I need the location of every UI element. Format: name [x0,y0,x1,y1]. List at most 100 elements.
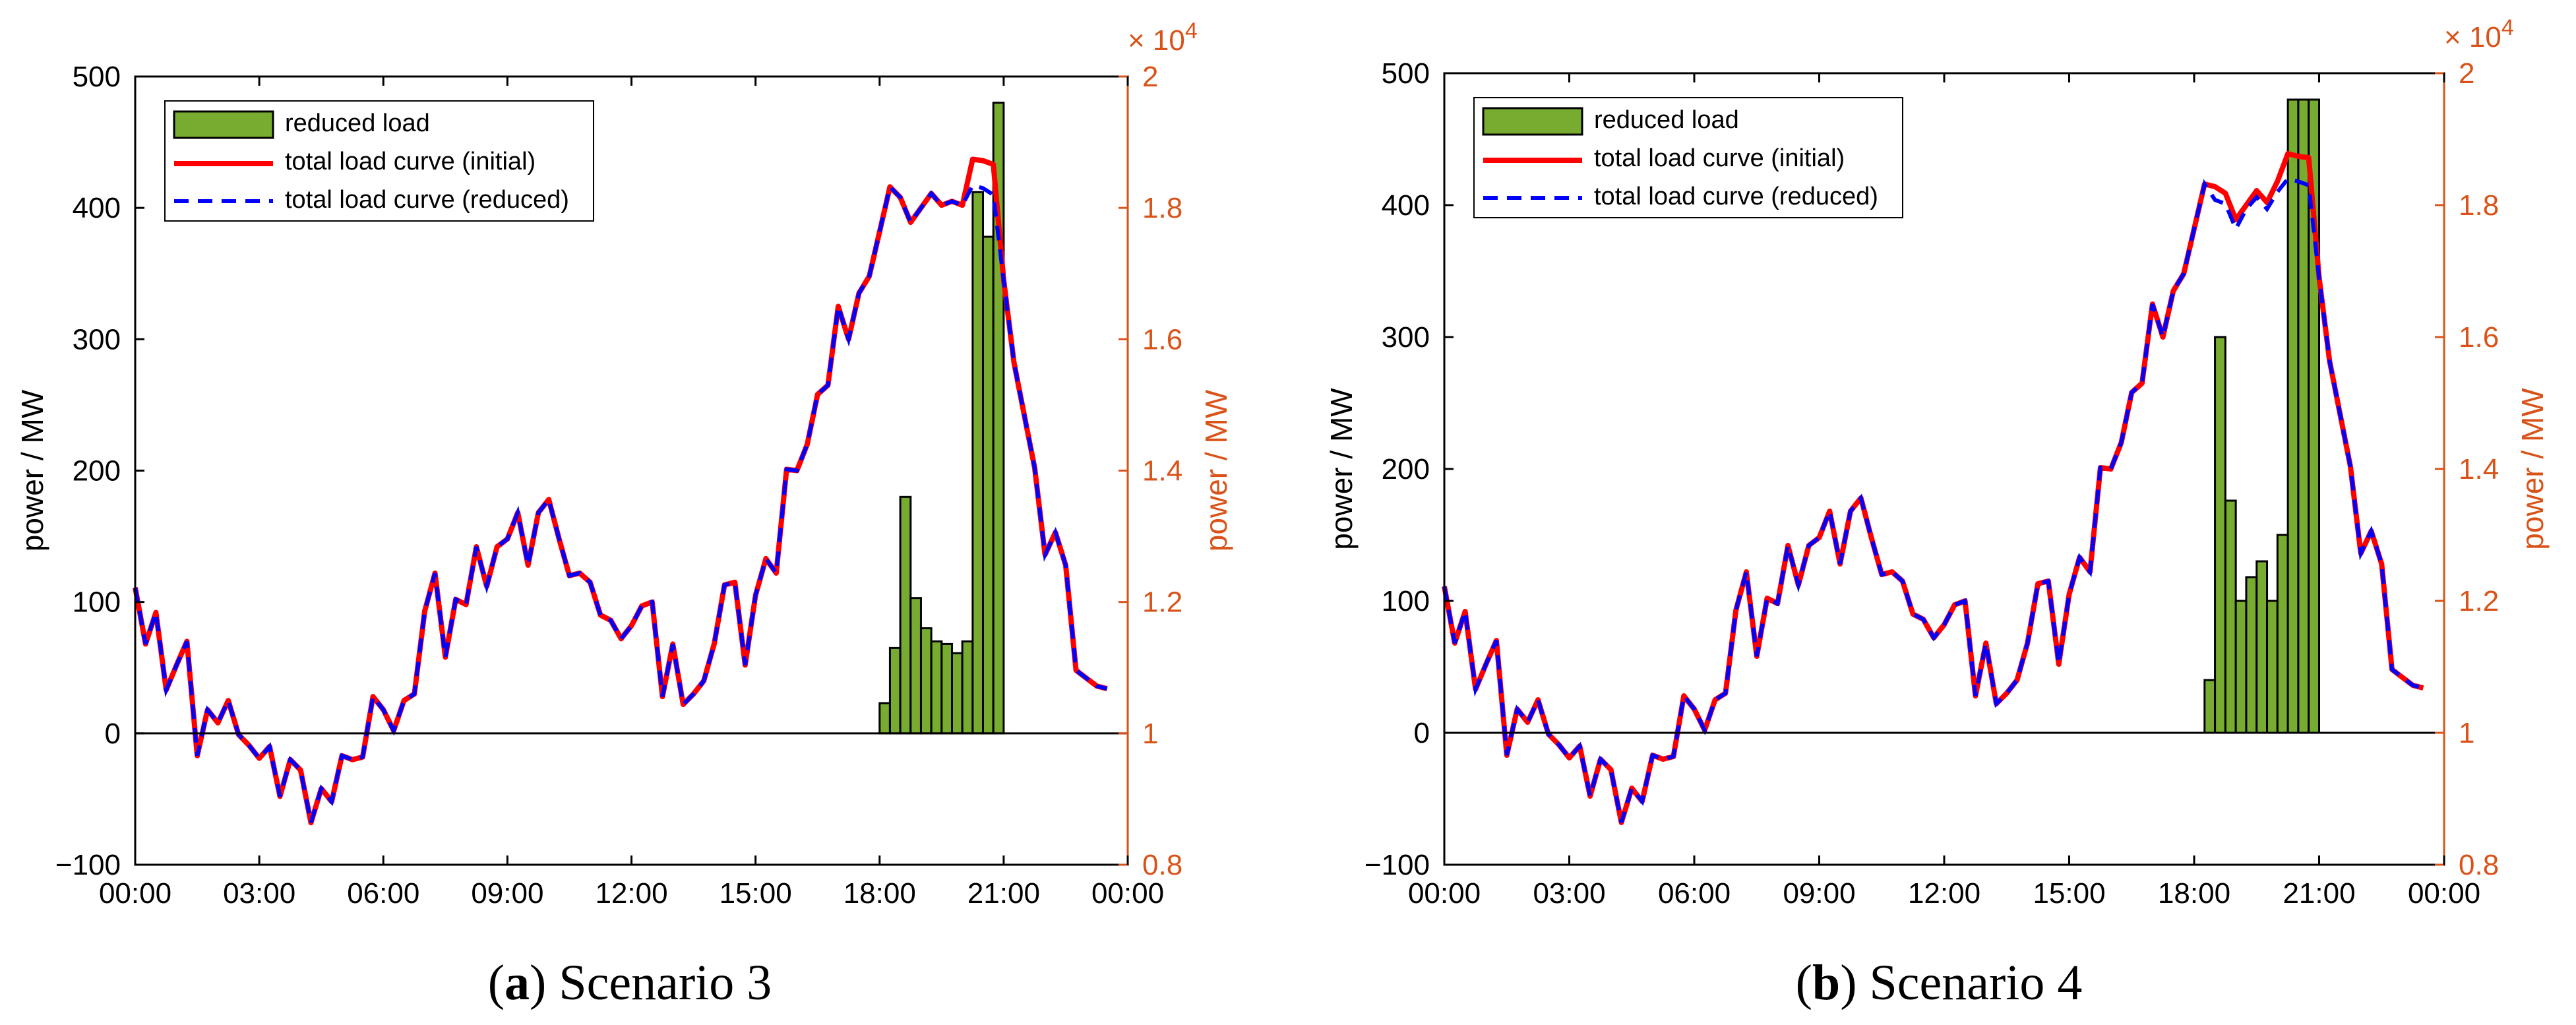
right-tick-label: 2 [2459,57,2474,90]
x-tick-label: 09:00 [471,877,543,910]
reduced-load-bar [2234,600,2248,734]
left-axis-tick-labels: −100 0 100 200 300 400 500 [55,61,121,881]
bar-series [2203,98,2320,734]
left-tick-label: 400 [73,192,121,224]
left-tick-label: 0 [105,718,121,750]
left-tick-label: 100 [73,586,121,619]
reduced-load-bar [878,702,891,735]
reduced-load-bar [2255,560,2269,734]
left-tick-label: 100 [1382,585,1430,617]
left-tick-label: 200 [73,455,121,487]
right-axis-tick-labels: 0.8 1 1.2 1.4 1.6 1.8 2 [1142,61,1182,881]
x-tick-label: 03:00 [1533,877,1605,910]
right-tick-label: 1 [2459,717,2474,749]
right-tick-label: 1.2 [1142,586,1182,619]
reduced-load-bar [2266,600,2279,734]
reduced-load-bar [940,642,953,735]
right-axis-exponent: × 104 [2444,15,2514,53]
line-series [1442,151,2424,825]
x-tick-label: 12:00 [1908,877,1980,910]
x-tick-label: 15:00 [720,877,792,910]
reduced-load-bar [982,235,995,735]
x-tick-label: 21:00 [967,877,1040,910]
caption-b: (b) Scenario 4 [1796,955,2083,1010]
right-tick-label: 1.4 [1142,455,1182,487]
x-tick-label: 18:00 [843,877,916,910]
reduced-load-bar [2203,679,2217,734]
x-tick-label: 06:00 [1658,877,1731,910]
caption-a: (a) Scenario 3 [488,955,772,1010]
right-tick-label: 1.4 [2459,453,2499,485]
reduced-load-bar [888,646,902,735]
reduced-load-bar [909,597,922,735]
reduced-load-bar [2286,98,2300,734]
reduced-load-bar [930,640,943,735]
right-axis-label: power / MW [1199,389,1233,551]
right-tick-label: 1 [1142,718,1158,750]
left-tick-label: 300 [73,323,121,356]
right-tick-label: 1.2 [2459,585,2499,617]
chart-panel-b: −100 0 100 200 300 400 500 0.8 1 1.2 1.4 1.6 1.8 2 0… [1324,15,2550,1010]
reduced-load-bar [961,640,974,735]
left-axis-label: power / MW [15,389,49,551]
x-axis-tick-labels: 00:00 03:00 06:00 09:00 12:00 15:00 18:00 21:00… [1408,877,2480,910]
legend-bar-swatch [1482,107,1583,136]
reduced-load-bar [899,495,912,735]
legend-label-initial: total load curve (initial) [1594,144,1845,172]
left-tick-label: 0 [1414,717,1430,749]
right-axis-label: power / MW [2515,388,2550,550]
left-tick-label: −100 [55,849,121,881]
left-axis-label: power / MW [1324,388,1359,550]
x-tick-label: 00:00 [2408,877,2480,910]
right-tick-label: 0.8 [1142,849,1182,881]
left-tick-label: 200 [1382,453,1430,485]
legend-label-reduced-load: reduced load [1594,106,1739,134]
x-axis-tick-labels: 00:00 03:00 06:00 09:00 12:00 15:00 18:00 21:00… [99,877,1164,910]
legend: reduced load total load curve (initial) … [164,100,594,222]
axis-ticks [1443,72,2445,866]
x-tick-label: 18:00 [2158,877,2230,910]
x-tick-label: 00:00 [1408,877,1481,910]
x-tick-label: 21:00 [2283,877,2355,910]
left-tick-label: −100 [1365,849,1430,881]
reduced-load-bar [2276,534,2289,734]
right-tick-label: 0.8 [2459,849,2499,881]
chart-panel-a: −100 0 100 200 300 400 500 0.8 1 1.2 1.4 1.6 1.8 2 0… [15,18,1233,1010]
right-tick-label: 1.6 [2459,321,2499,354]
right-tick-label: 1.8 [1142,192,1182,224]
x-tick-label: 09:00 [1783,877,1855,910]
legend-bar-swatch [173,110,274,139]
reduced-load-bar [2214,336,2226,734]
bar-series [878,102,1005,735]
x-tick-label: 12:00 [595,877,667,910]
x-tick-label: 15:00 [2033,877,2105,910]
total-load-reduced-line [133,183,1108,824]
right-tick-label: 1.6 [1142,323,1182,356]
total-load-reduced-line [1442,176,2424,823]
line-series [133,156,1108,826]
x-tick-label: 00:00 [1091,877,1164,910]
axis-ticks [134,75,1129,866]
x-tick-label: 03:00 [223,877,295,910]
reduced-load-bar [971,191,985,735]
right-tick-label: 1.8 [2459,189,2499,222]
right-axis-exponent: × 104 [1128,18,1198,57]
reduced-load-bar [950,652,964,735]
left-axis-tick-labels: −100 0 100 200 300 400 500 [1365,57,1430,881]
left-tick-label: 500 [1382,57,1430,90]
x-tick-label: 00:00 [99,877,171,910]
left-tick-label: 300 [1382,321,1430,354]
legend-label-reduced-load: reduced load [285,109,430,137]
right-tick-label: 2 [1142,61,1158,93]
reduced-load-bar [2297,98,2310,734]
legend: reduced load total load curve (initial) … [1473,97,1903,218]
right-axis-tick-labels: 0.8 1 1.2 1.4 1.6 1.8 2 [2459,57,2499,881]
left-tick-label: 400 [1382,189,1430,222]
reduced-load-bar [2245,576,2258,734]
reduced-load-bar [2224,499,2237,734]
left-tick-label: 500 [73,61,121,93]
legend-label-initial: total load curve (initial) [285,148,536,175]
legend-label-reduced: total load curve (reduced) [1594,183,1878,210]
legend-label-reduced: total load curve (reduced) [285,186,569,214]
